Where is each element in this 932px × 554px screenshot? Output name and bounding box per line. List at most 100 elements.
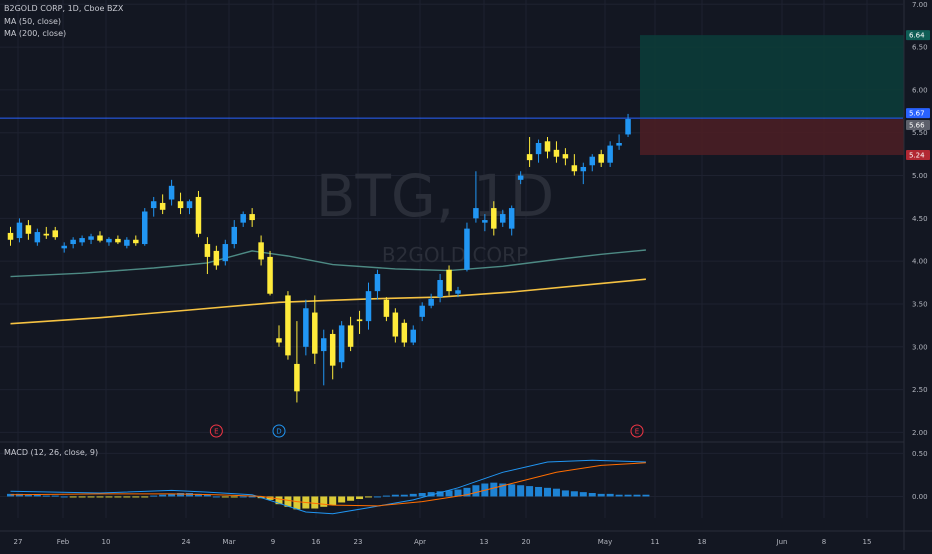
ma50-legend[interactable]: MA (50, close) — [4, 17, 62, 26]
candle-body — [329, 333, 336, 366]
macd-histogram-bar — [391, 494, 399, 497]
macd-histogram-bar — [7, 493, 14, 497]
signal-line — [10, 462, 646, 507]
candle-body — [267, 256, 273, 294]
time-tick-label: 13 — [480, 538, 489, 546]
candle — [177, 192, 184, 215]
price-tick-label: 5.00 — [912, 172, 928, 180]
time-tick-label: Apr — [414, 538, 426, 546]
candle-body — [79, 238, 85, 243]
candle — [267, 250, 273, 296]
macd-histogram-bar — [114, 496, 122, 498]
candle — [473, 171, 479, 223]
candle-body — [410, 329, 416, 343]
event-circle — [209, 424, 223, 438]
price-tag-bg — [906, 30, 930, 41]
macd-legend[interactable]: MACD (12, 26, close, 9) — [4, 448, 99, 457]
time-tick-label: 27 — [14, 538, 23, 546]
candle-body — [338, 325, 345, 363]
macd-histogram-bar — [141, 496, 149, 498]
candle — [25, 220, 32, 240]
candle-body — [428, 298, 434, 306]
event-circle — [630, 424, 644, 438]
macd-histogram-bar — [42, 495, 50, 497]
ma50-line — [10, 249, 646, 278]
candle — [508, 205, 515, 236]
candle-body — [150, 201, 157, 209]
time-tick-label: 23 — [354, 538, 363, 546]
macd-histogram-bar — [445, 490, 453, 497]
macd-histogram-bar — [338, 496, 346, 503]
candle-body — [186, 201, 193, 209]
candle — [159, 194, 166, 215]
macd-histogram-bar — [633, 494, 641, 497]
candle-body — [616, 143, 622, 146]
macd-histogram-bar — [194, 493, 202, 497]
candle — [150, 196, 157, 217]
macd-histogram-bar — [642, 494, 650, 497]
time-tick-label: May — [598, 538, 612, 546]
candle-body — [526, 154, 533, 161]
event-circle — [272, 424, 286, 438]
time-tick-label: 20 — [522, 538, 531, 546]
price-tick-label: 6.00 — [912, 86, 928, 94]
candle — [365, 282, 372, 330]
macd-histogram-bar — [123, 496, 131, 498]
candle-body — [419, 305, 425, 317]
candle — [222, 239, 229, 266]
event-marker[interactable]: E — [630, 424, 644, 438]
event-label: E — [214, 428, 218, 436]
candle — [52, 226, 58, 240]
candle — [195, 190, 202, 238]
candle — [410, 325, 416, 346]
candle — [428, 293, 434, 309]
macd-histogram-bar — [472, 485, 480, 497]
watermark-name: B2GOLD CORP — [382, 243, 528, 267]
price-tick-label: 5.50 — [912, 129, 928, 137]
macd-histogram-bar — [365, 496, 372, 498]
price-tick-label: 2.00 — [912, 429, 928, 437]
candle-body — [437, 280, 443, 298]
candle-body — [213, 250, 220, 266]
candle-body — [500, 214, 506, 223]
macd-histogram-bar — [24, 494, 32, 497]
candle-body — [392, 312, 399, 337]
macd-histogram-bar — [615, 494, 623, 497]
candle — [79, 235, 85, 246]
candle-body — [240, 214, 246, 223]
macd-histogram-bar — [499, 483, 507, 497]
macd-histogram-bar — [436, 491, 444, 497]
price-tag-bg — [906, 149, 930, 160]
macd-histogram-bar — [570, 491, 578, 497]
candle — [491, 201, 497, 236]
price-tick-label: 6.50 — [912, 44, 928, 52]
macd-histogram-bar — [526, 486, 534, 497]
price-tag: 5.67 — [906, 108, 930, 119]
price-tag-bg — [906, 120, 930, 131]
candle-body — [356, 319, 363, 322]
price-tag-label: 5.24 — [909, 151, 925, 159]
macd-histogram-bar — [418, 493, 426, 497]
candle-body — [491, 208, 497, 229]
event-marker[interactable]: D — [272, 424, 286, 438]
price-axis-panel — [904, 0, 932, 550]
macd-histogram-bar — [382, 495, 390, 497]
candle-body — [598, 154, 604, 163]
watermark: BTG, 1D B2GOLD CORP — [316, 162, 555, 267]
macd-histogram-bar — [275, 496, 283, 505]
candle — [535, 139, 542, 163]
event-marker[interactable]: E — [209, 424, 223, 438]
candle — [133, 235, 139, 246]
candle-body — [553, 149, 560, 157]
ma200-legend[interactable]: MA (200, close) — [4, 29, 67, 38]
macd-histogram-bar — [150, 495, 158, 497]
candle-body — [249, 214, 255, 221]
macd-histogram-bar — [490, 482, 498, 497]
candle — [598, 149, 604, 167]
candle-body — [231, 226, 237, 245]
macd-tick-label: 0.50 — [912, 450, 928, 458]
macd-pane — [0, 441, 932, 515]
